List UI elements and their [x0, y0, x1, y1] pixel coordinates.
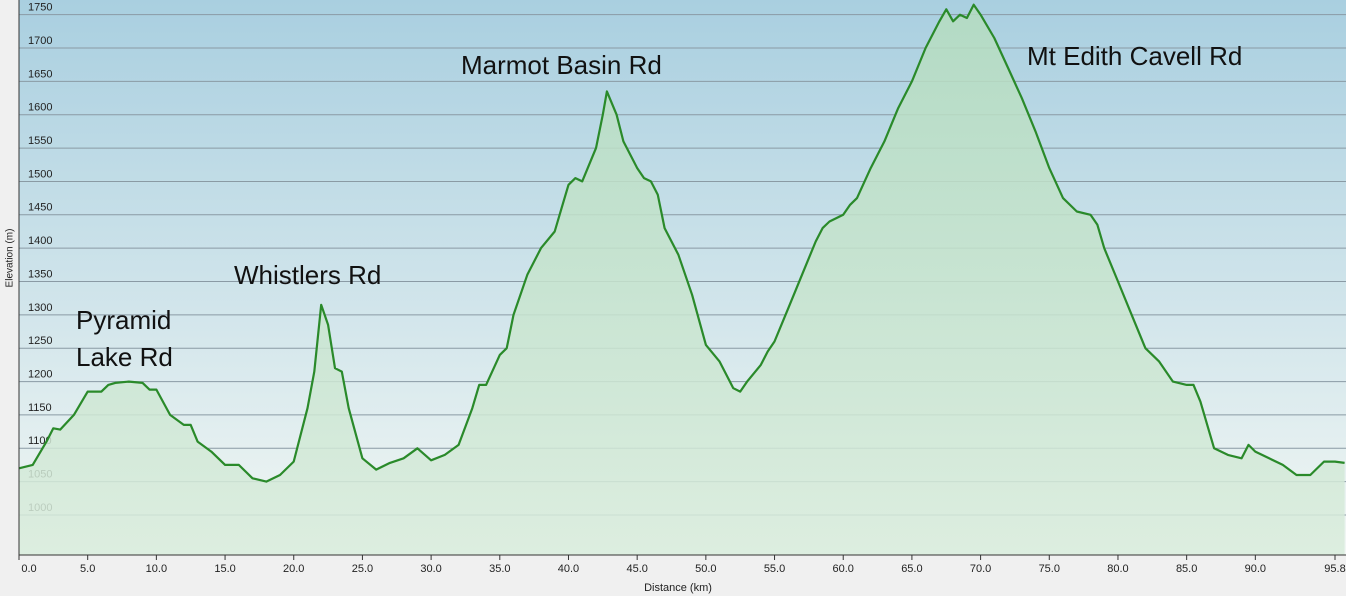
- y-tick-label: 1750: [28, 2, 52, 14]
- y-tick-label: 1300: [28, 302, 52, 314]
- y-tick-label: 1450: [28, 202, 52, 214]
- x-tick-label: 20.0: [283, 563, 304, 575]
- y-tick-label: 1650: [28, 68, 52, 80]
- y-tick-label: 1400: [28, 235, 52, 247]
- x-tick-label: 55.0: [764, 563, 785, 575]
- y-tick-label: 1700: [28, 35, 52, 47]
- x-tick-label: 35.0: [489, 563, 510, 575]
- y-tick-label: 1500: [28, 168, 52, 180]
- annotation: Marmot Basin Rd: [461, 50, 662, 80]
- y-axis-title: Elevation (m): [5, 229, 16, 288]
- y-tick-label: 1600: [28, 102, 52, 114]
- x-axis-title: Distance (km): [644, 582, 712, 594]
- x-tick-label: 30.0: [420, 563, 441, 575]
- annotation: Mt Edith Cavell Rd: [1027, 41, 1242, 71]
- elevation-line: [18, 3, 1345, 483]
- x-tick-label: 0.0: [21, 563, 36, 575]
- x-tick-label: 40.0: [558, 563, 579, 575]
- y-tick-label: 1550: [28, 135, 52, 147]
- annotation: Pyramid: [76, 305, 171, 335]
- x-tick-label: 80.0: [1107, 563, 1128, 575]
- x-tick-label: 45.0: [626, 563, 647, 575]
- x-tick-label: 85.0: [1176, 563, 1197, 575]
- x-tick-label: 70.0: [970, 563, 991, 575]
- annotation: Whistlers Rd: [234, 260, 381, 290]
- y-tick-label: 1200: [28, 368, 52, 380]
- x-tick-label: 65.0: [901, 563, 922, 575]
- x-tick-label: 60.0: [833, 563, 854, 575]
- x-tick-label: 95.8: [1324, 563, 1345, 575]
- x-tick-label: 50.0: [695, 563, 716, 575]
- x-tick-label: 75.0: [1039, 563, 1060, 575]
- x-tick-label: 25.0: [352, 563, 373, 575]
- x-tick-label: 5.0: [80, 563, 95, 575]
- y-tick-label: 1250: [28, 335, 52, 347]
- y-tick-label: 1150: [28, 402, 52, 414]
- x-tick-label: 15.0: [214, 563, 235, 575]
- x-tick-label: 90.0: [1245, 563, 1266, 575]
- y-tick-label: 1350: [28, 268, 52, 280]
- annotation: Lake Rd: [76, 342, 173, 372]
- x-tick-label: 10.0: [146, 563, 167, 575]
